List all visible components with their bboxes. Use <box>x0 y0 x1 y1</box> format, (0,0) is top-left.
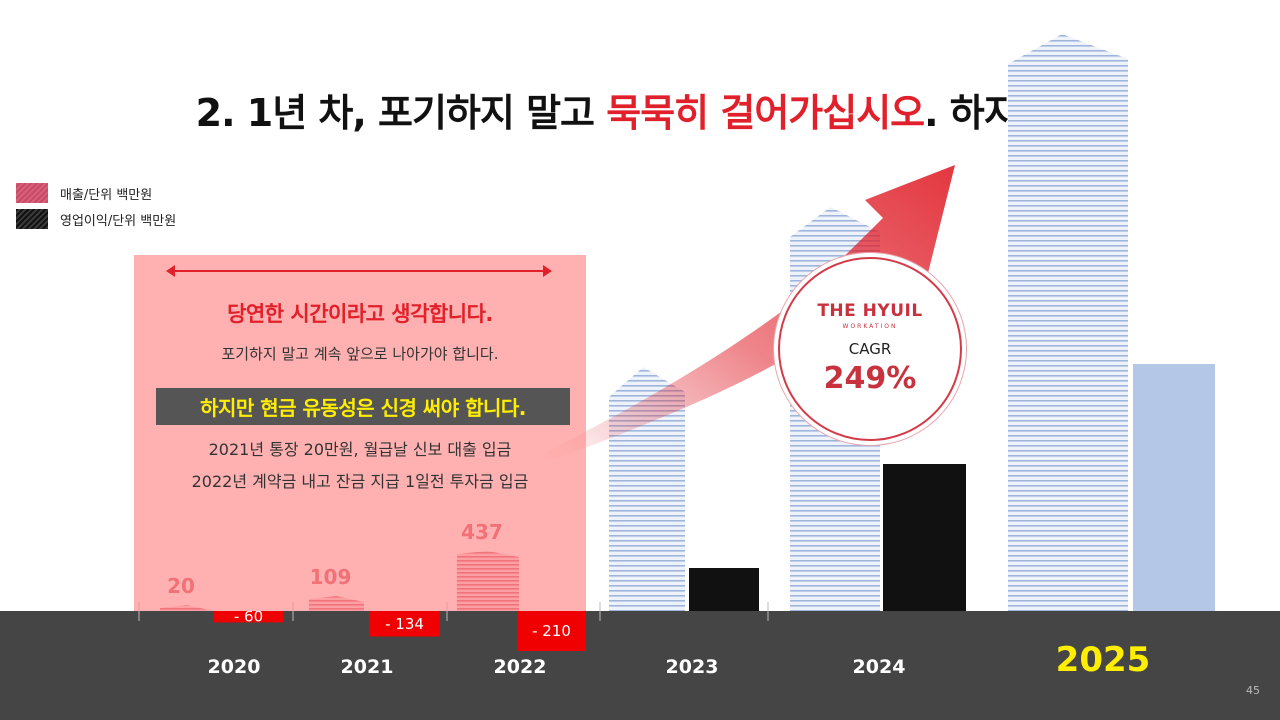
year-label-2023: 2023 <box>665 656 719 678</box>
cagr-badge: THE HYUIL WORKATION CAGR 249% <box>778 257 962 441</box>
future-bar-2023 <box>689 568 759 611</box>
legend-label-profit: 영업이익/단위 백만원 <box>60 213 177 229</box>
legend-swatch-profit <box>16 209 48 229</box>
callout-heading: 당연한 시간이라고 생각합니다. <box>227 302 493 326</box>
year-axis-bar <box>0 611 1280 720</box>
profit-label-2020: - 60 <box>234 608 263 626</box>
callout-box <box>134 255 586 611</box>
legend-label-revenue: 매출/단위 백만원 <box>60 187 153 203</box>
year-label-2021: 2021 <box>340 656 394 678</box>
callout-subtext: 포기하지 말고 계속 앞으로 나아가야 합니다. <box>221 345 499 363</box>
span-arrow <box>166 265 552 277</box>
profit-bar-2021 <box>369 611 440 637</box>
brand-logo-sub: WORKATION <box>842 323 898 330</box>
future-bar-2024 <box>883 464 966 611</box>
year-label-2022: 2022 <box>493 656 547 678</box>
legend-swatch-revenue <box>16 183 48 203</box>
callout-line-1: 2021년 통장 20만원, 월급날 신보 대출 입금 <box>208 440 512 459</box>
year-label-2024: 2024 <box>852 656 906 678</box>
profit-label-2022: - 210 <box>532 622 571 640</box>
legend-item-revenue: 매출/단위 백만원 <box>16 180 176 206</box>
page-number: 45 <box>1246 684 1260 697</box>
building-3 <box>1008 34 1128 611</box>
profit-bar-2020 <box>214 611 283 623</box>
future-bar-2025 <box>1133 364 1215 611</box>
profit-label-2021: - 134 <box>385 615 424 633</box>
year-label-2020: 2020 <box>207 656 261 678</box>
title-highlight: 묵묵히 걸어가십시오 <box>606 91 925 135</box>
callout-highlight: 하지만 현금 유동성은 신경 써야 합니다. <box>156 388 570 425</box>
cagr-value: 249% <box>823 361 917 396</box>
year-label-2025: 2025 <box>1055 640 1151 680</box>
legend-item-profit: 영업이익/단위 백만원 <box>16 206 176 232</box>
brand-logo: THE HYUIL <box>817 301 923 321</box>
page-title: 2. 1년 차, 포기하지 말고 묵묵히 걸어가십시오. 하지만!! <box>0 82 1280 137</box>
cagr-label: CAGR <box>848 340 892 358</box>
callout-line-2: 2022년 계약금 내고 잔금 지급 1일전 투자금 입금 <box>191 472 529 491</box>
chart-legend: 매출/단위 백만원 영업이익/단위 백만원 <box>16 180 176 232</box>
profit-bar-2022 <box>517 611 586 651</box>
title-part1: 2. 1년 차, 포기하지 말고 <box>195 91 607 135</box>
